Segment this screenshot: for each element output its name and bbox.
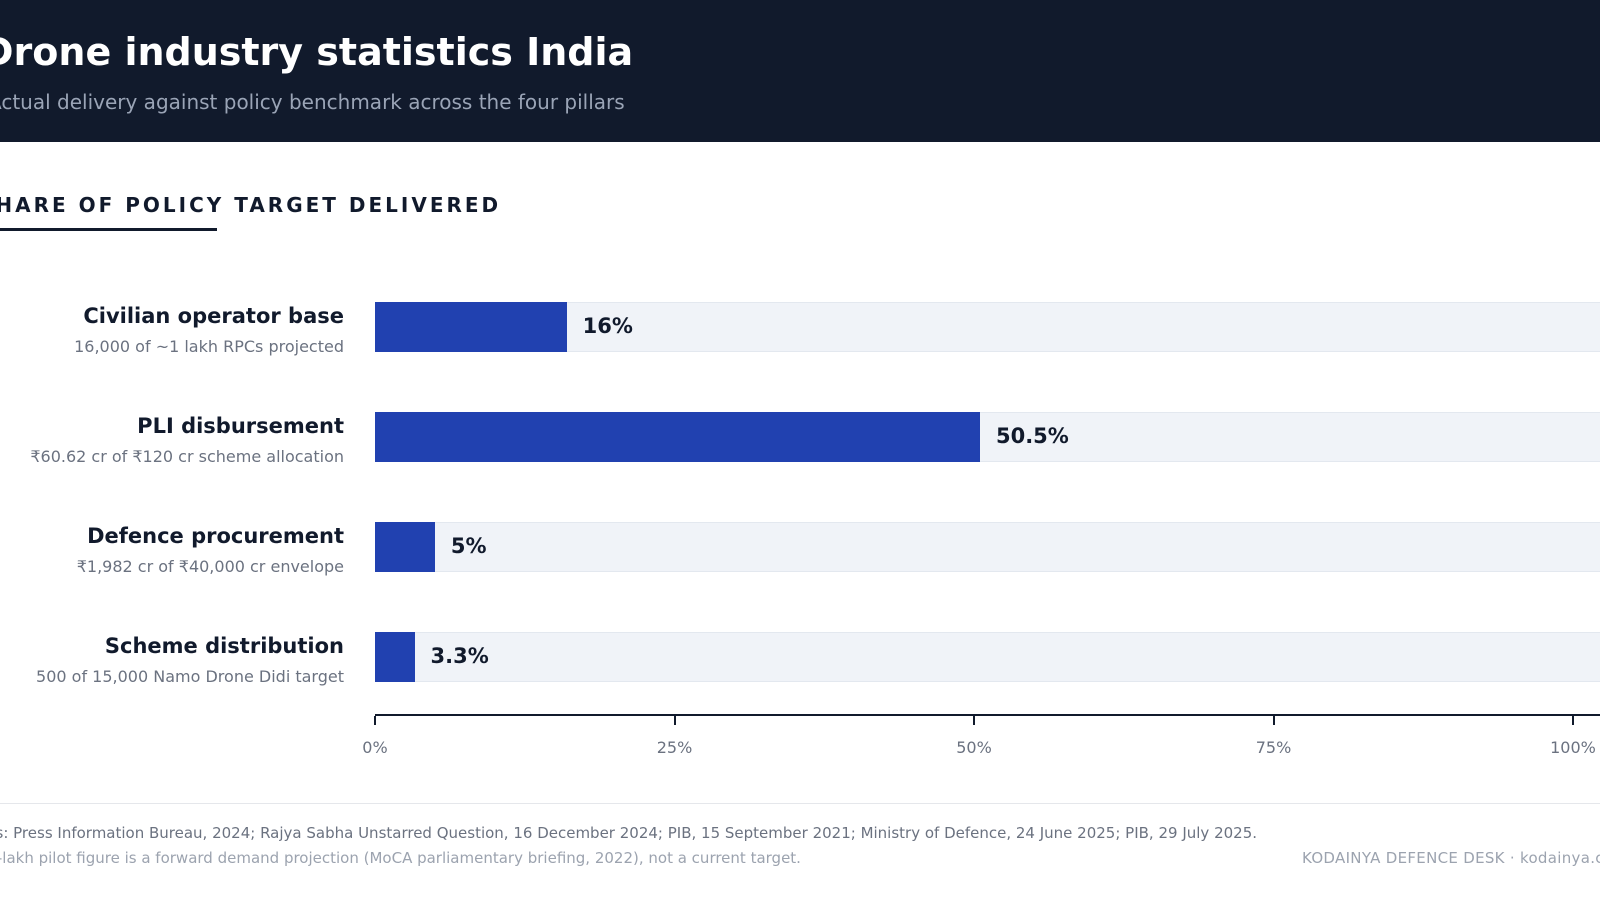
category-label: Scheme distribution (104, 634, 344, 658)
x-axis-tick (1272, 716, 1275, 725)
category-sublabel: ₹1,982 cr of ₹40,000 cr envelope (76, 557, 344, 576)
bar (375, 522, 435, 572)
x-axis-tick (1572, 716, 1574, 725)
footer-credit: KODAINYA DEFENCE DESK · kodainya.com (1302, 849, 1600, 867)
bar-track (375, 632, 1600, 682)
bar-track (375, 302, 1600, 352)
bar (375, 412, 980, 462)
x-tick-label: 0% (362, 738, 388, 757)
bar-track (375, 522, 1600, 572)
x-tick-label: 25% (656, 738, 693, 757)
bar (375, 302, 567, 352)
x-axis-tick (973, 716, 975, 725)
x-axis-tick (374, 716, 376, 725)
footer-sources: Sources: Press Information Bureau, 2024;… (0, 824, 1258, 842)
category-sublabel: 16,000 of ~1 lakh RPCs projected (74, 337, 344, 356)
footer-divider (0, 803, 1600, 804)
chart-title: Drone industry statistics India (0, 30, 634, 74)
category-label: Defence procurement (87, 524, 344, 548)
section-underline (0, 228, 217, 231)
x-tick-label: 75% (1255, 738, 1292, 757)
x-tick-label: 100% (1550, 738, 1596, 757)
category-sublabel: 500 of 15,000 Namo Drone Didi target (36, 667, 344, 686)
bar-value-label: 50.5% (995, 424, 1069, 448)
bar-value-label: 16% (582, 314, 633, 338)
section-label: SHARE OF POLICY TARGET DELIVERED (0, 193, 502, 217)
header-banner: Drone industry statistics India Actual d… (0, 0, 1600, 142)
bar-value-label: 3.3% (430, 644, 489, 668)
x-tick-label: 50% (956, 738, 992, 757)
bar-value-label: 5% (450, 534, 487, 558)
category-label: PLI disbursement (137, 414, 344, 438)
category-label: Civilian operator base (83, 304, 344, 328)
x-axis (375, 714, 1600, 716)
category-sublabel: ₹60.62 cr of ₹120 cr scheme allocation (30, 447, 344, 466)
bar (375, 632, 415, 682)
footer-note: Note: 1-lakh pilot figure is a forward d… (0, 849, 801, 867)
x-axis-tick (673, 716, 676, 725)
chart-subtitle: Actual delivery against policy benchmark… (0, 90, 625, 114)
